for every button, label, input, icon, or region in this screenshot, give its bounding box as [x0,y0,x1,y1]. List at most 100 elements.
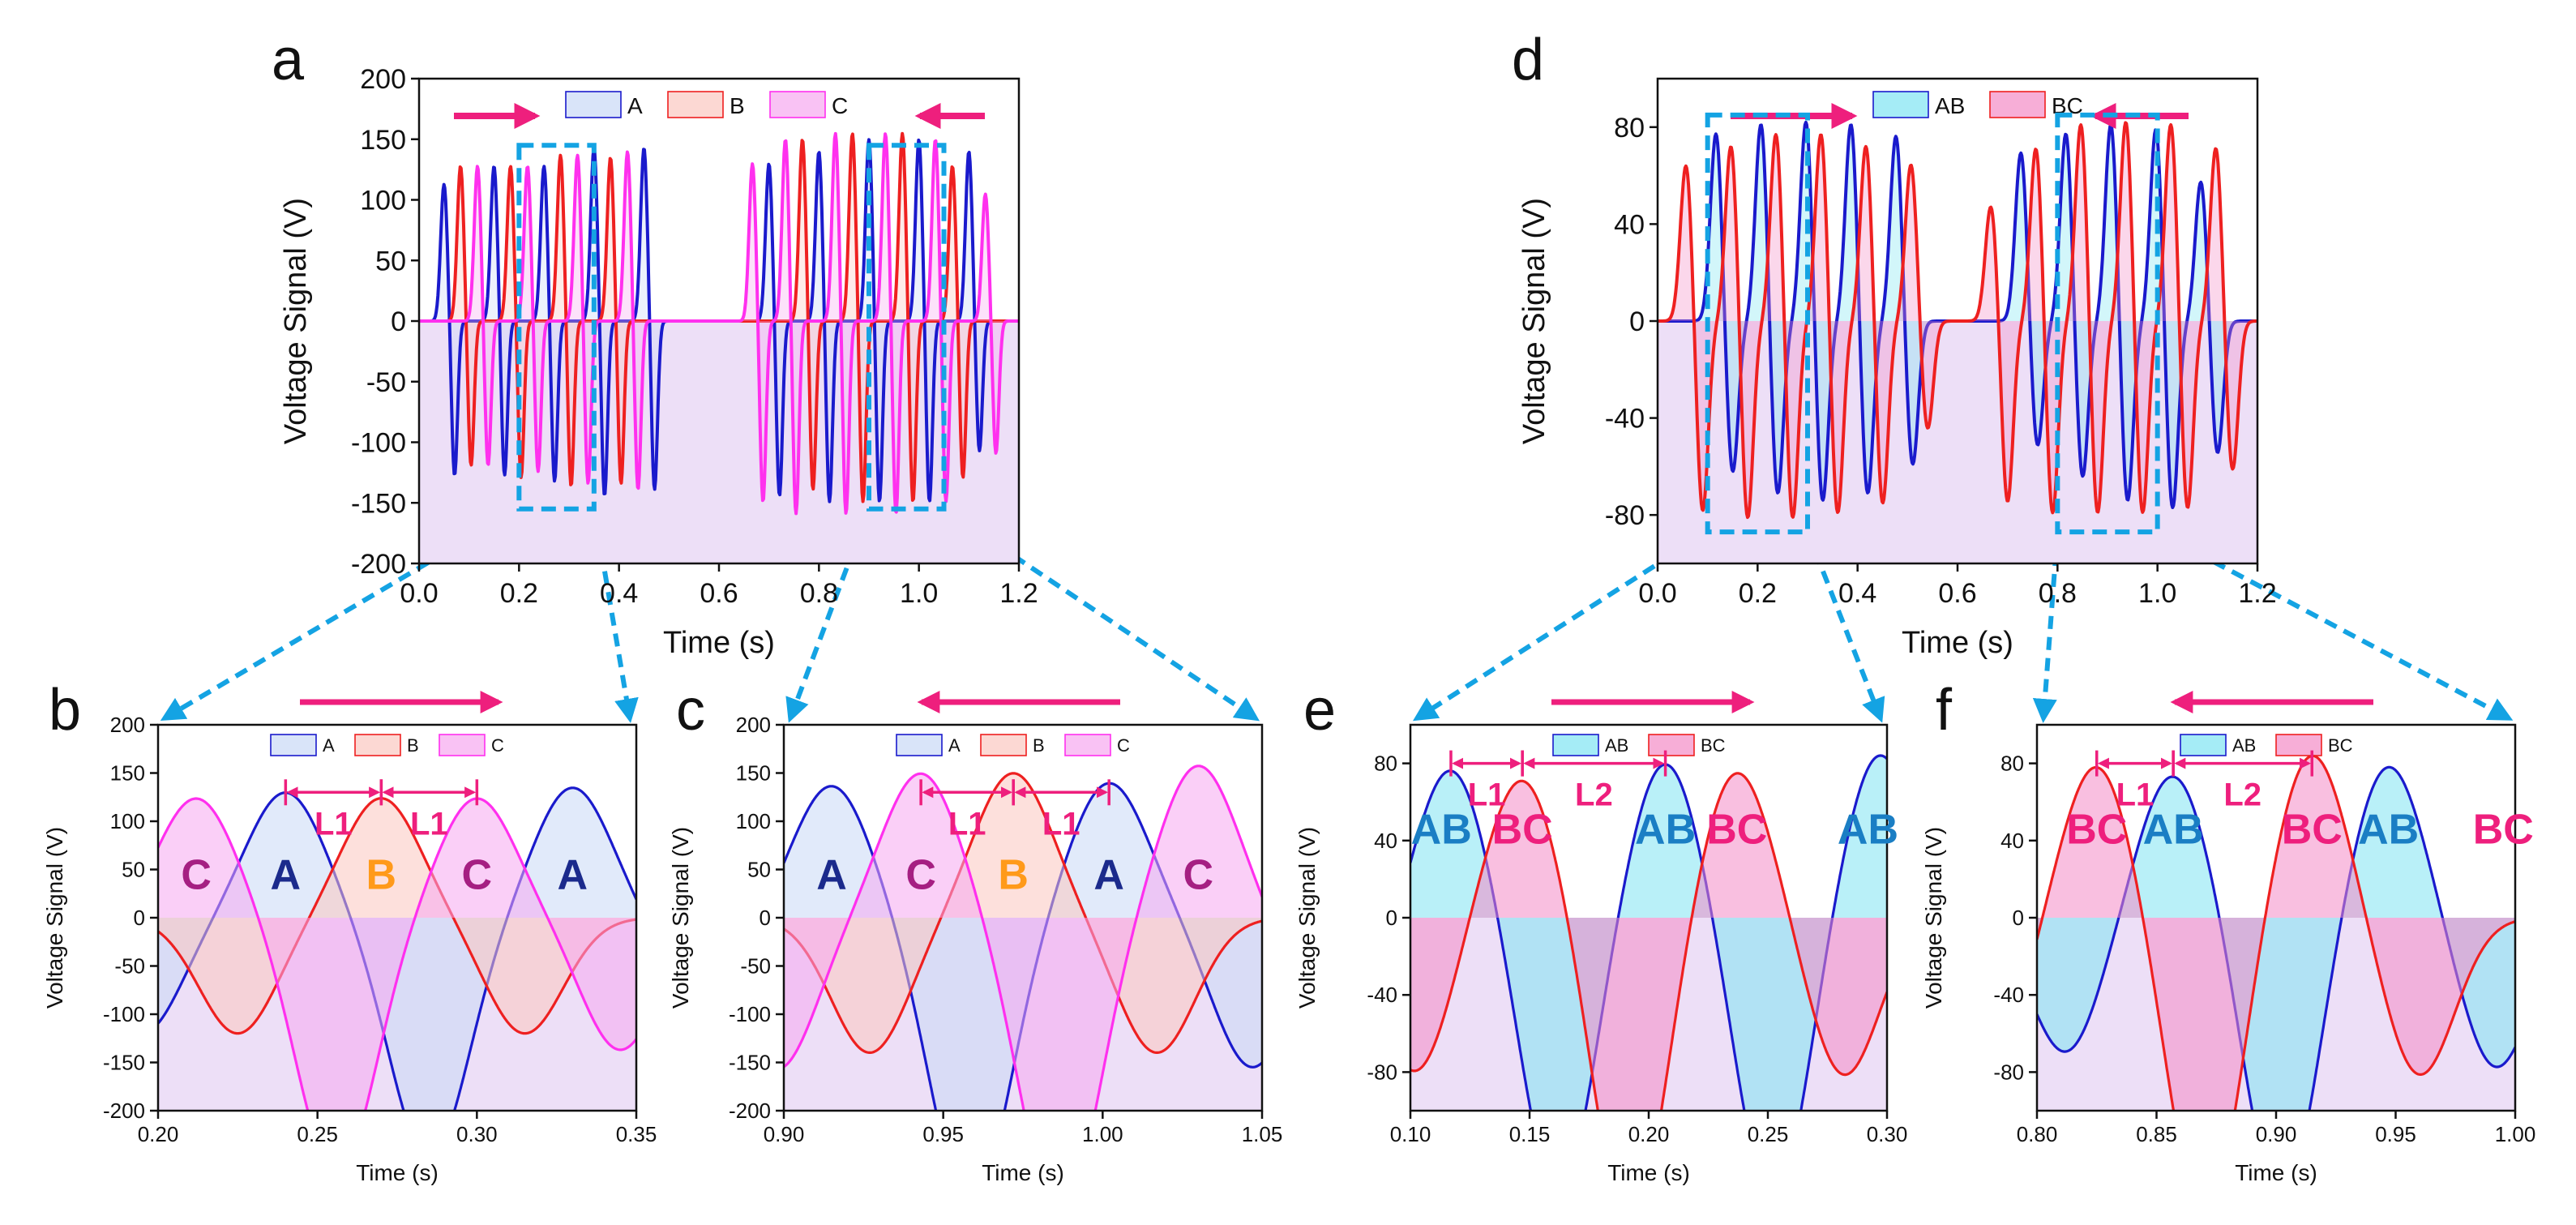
x-tick-label: 0.0 [1638,578,1676,609]
legend-label-C: C [491,735,504,756]
peak-label-BC: BC [2282,807,2343,854]
y-axis-title: Voltage Signal (V) [668,827,693,1009]
y-tick-label: -80 [1367,1060,1397,1084]
y-tick-label: -40 [1367,983,1397,1007]
series-fill-AB [1410,756,1887,1111]
x-tick-label: 0.90 [2256,1122,2297,1146]
legend-e: AB BC [1552,734,1726,756]
legend-label-AB: AB [1935,93,1965,118]
peak-label-A: A [1093,851,1124,898]
legend-a: A B C [565,91,848,118]
y-tick-label: 40 [1614,209,1645,240]
legend-label-C: C [1117,735,1130,756]
y-tick-label: 80 [1374,752,1397,776]
x-tick-label: 1.00 [1082,1122,1123,1146]
series-line-B [784,772,1262,1054]
zoom-box [516,143,597,512]
series-fill-AB [2037,767,2515,1111]
legend-label-BC: BC [2328,735,2353,756]
legend-swatch-A [270,734,317,756]
interval-label-L1: L1 [2116,777,2155,813]
y-tick-label: 0 [1629,306,1645,337]
y-tick-label: -100 [729,1002,771,1026]
series-line-B [158,797,636,1035]
y-tick-label: 200 [110,713,145,737]
peak-label-A: A [271,851,302,898]
series-line-BC [1410,772,1887,1111]
y-tick-label: 150 [110,761,145,786]
legend-label-B: B [407,735,419,756]
panel-b: 0.20 0.25 0.30 0.35 -200 -150 -100 -50 0 50 100 150… [42,678,657,1185]
x-tick-label: 1.2 [999,578,1038,609]
legend-c: A B C [896,734,1130,756]
panel-letter-f: f [1936,678,1953,743]
x-tick-label: 0.20 [1628,1122,1670,1146]
peak-label-B: B [366,851,397,898]
series-fill-A [419,139,1019,502]
x-tick-label: 0.6 [700,578,738,609]
x-tick-label: 0.80 [2017,1122,2058,1146]
x-axis-title: Time (s) [1902,626,2013,660]
plot-content-b [158,786,636,1111]
x-tick-label: 0.8 [2039,578,2077,609]
x-tick-label: 0.15 [1509,1122,1551,1146]
series-fill-C [419,133,1019,514]
series-line-AB [2037,765,2515,1111]
series-line-BC [2037,754,2515,1111]
zoom-box [867,143,947,512]
plot-content-a [419,131,1019,563]
y-tick-label: 40 [2000,829,2024,853]
interval-label-L1: L1 [948,806,986,842]
panel-letter-e: e [1303,678,1336,743]
series-line-C [158,797,636,1111]
x-axis-title: Time (s) [2235,1160,2317,1185]
y-tick-label: 150 [360,125,406,156]
y-tick-label: 150 [736,761,771,786]
peak-label-BC: BC [1492,807,1553,854]
y-axis-title: Voltage Signal (V) [1517,198,1551,444]
y-tick-label: 50 [375,246,406,276]
interval-label-L1: L1 [1468,777,1506,813]
x-tick-label: 0.2 [1739,578,1777,609]
peak-label-BC: BC [2066,807,2127,854]
x-axis-title: Time (s) [982,1160,1064,1185]
x-tick-label: 0.2 [500,578,538,609]
series-fill-C [784,765,1262,1111]
plot-content-c [784,765,1262,1111]
y-tick-label: 100 [360,186,406,216]
x-tick-label: 1.0 [900,578,938,609]
y-tick-label: -50 [366,367,406,398]
y-axis-title: Voltage Signal (V) [1921,827,1946,1009]
peak-label-C: C [1183,851,1214,898]
zoom-connector [785,508,871,723]
y-tick-label: -80 [1605,500,1645,531]
legend-swatch-BC [1648,734,1695,756]
zoom-box [2055,112,2160,535]
panel-d: 0.0 0.2 0.4 0.6 0.8 1.0 1.2 -80 -40 0 40 80 Time (s)… [1512,28,2277,660]
panel-e: 0.10 0.15 0.20 0.25 0.30 -80 -40 0 40 80 Time (s) V… [1294,678,1908,1185]
legend-swatch-B [980,734,1027,756]
x-tick-label: 0.30 [1867,1122,1908,1146]
y-tick-label: -100 [103,1002,145,1026]
y-tick-label: 100 [110,809,145,833]
series-fill-BC [1658,122,2257,518]
peak-label-AB: AB [1838,807,1898,854]
legend-label-A: A [627,93,643,118]
x-tick-label: 0.30 [456,1122,498,1146]
y-tick-label: -200 [351,549,406,580]
x-tick-label: 0.95 [922,1122,964,1146]
x-tick-label: 0.85 [2136,1122,2177,1146]
series-fill-C [158,799,636,1111]
y-tick-label: -150 [729,1051,771,1075]
y-tick-label: -150 [351,488,406,519]
legend-label-B: B [1033,735,1045,756]
x-axis-title: Time (s) [356,1160,439,1185]
interval-label-L1: L1 [315,806,353,842]
peak-label-C: C [462,851,493,898]
legend-swatch-BC [1989,91,2046,118]
y-tick-label: 50 [122,858,145,882]
legend-swatch-B [354,734,401,756]
series-fill-BC [2037,756,2515,1111]
legend-swatch-AB [1552,734,1599,756]
series-fill-B [784,773,1262,1053]
